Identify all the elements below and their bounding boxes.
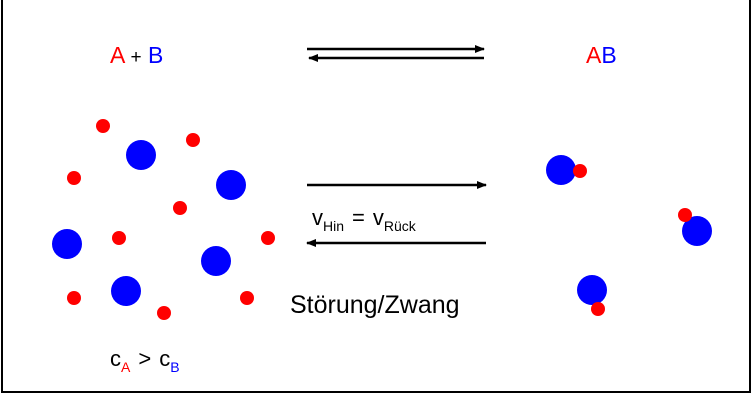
reactant-b: B: [148, 42, 163, 68]
product-b: B: [601, 42, 616, 68]
greater-than: >: [138, 346, 151, 371]
concentration-relation: cA > cB: [110, 346, 180, 375]
particles-a: [67, 119, 275, 320]
sub-hin: Hin: [323, 218, 344, 234]
equilibrium-arrows: [307, 45, 485, 62]
c-b: c: [159, 346, 170, 371]
particles-b: [52, 140, 246, 306]
c-a: c: [110, 346, 121, 371]
v-hin: v: [312, 205, 323, 230]
v-rueck: v: [373, 205, 384, 230]
equals: =: [352, 205, 365, 230]
reactant-a: A: [110, 42, 126, 68]
sub-b: B: [170, 359, 179, 375]
disturbance-label: Störung/Zwang: [290, 291, 460, 319]
sub-a: A: [121, 359, 131, 375]
sub-rueck: Rück: [384, 218, 417, 234]
rate-arrows: [306, 181, 487, 247]
product-a: A: [586, 42, 602, 68]
product: AB: [586, 42, 617, 68]
reaction-equation: A + B: [110, 42, 163, 68]
plus: +: [130, 47, 141, 68]
particles-ab: [546, 155, 712, 316]
rate-equation: vHin = vRück: [312, 205, 417, 234]
